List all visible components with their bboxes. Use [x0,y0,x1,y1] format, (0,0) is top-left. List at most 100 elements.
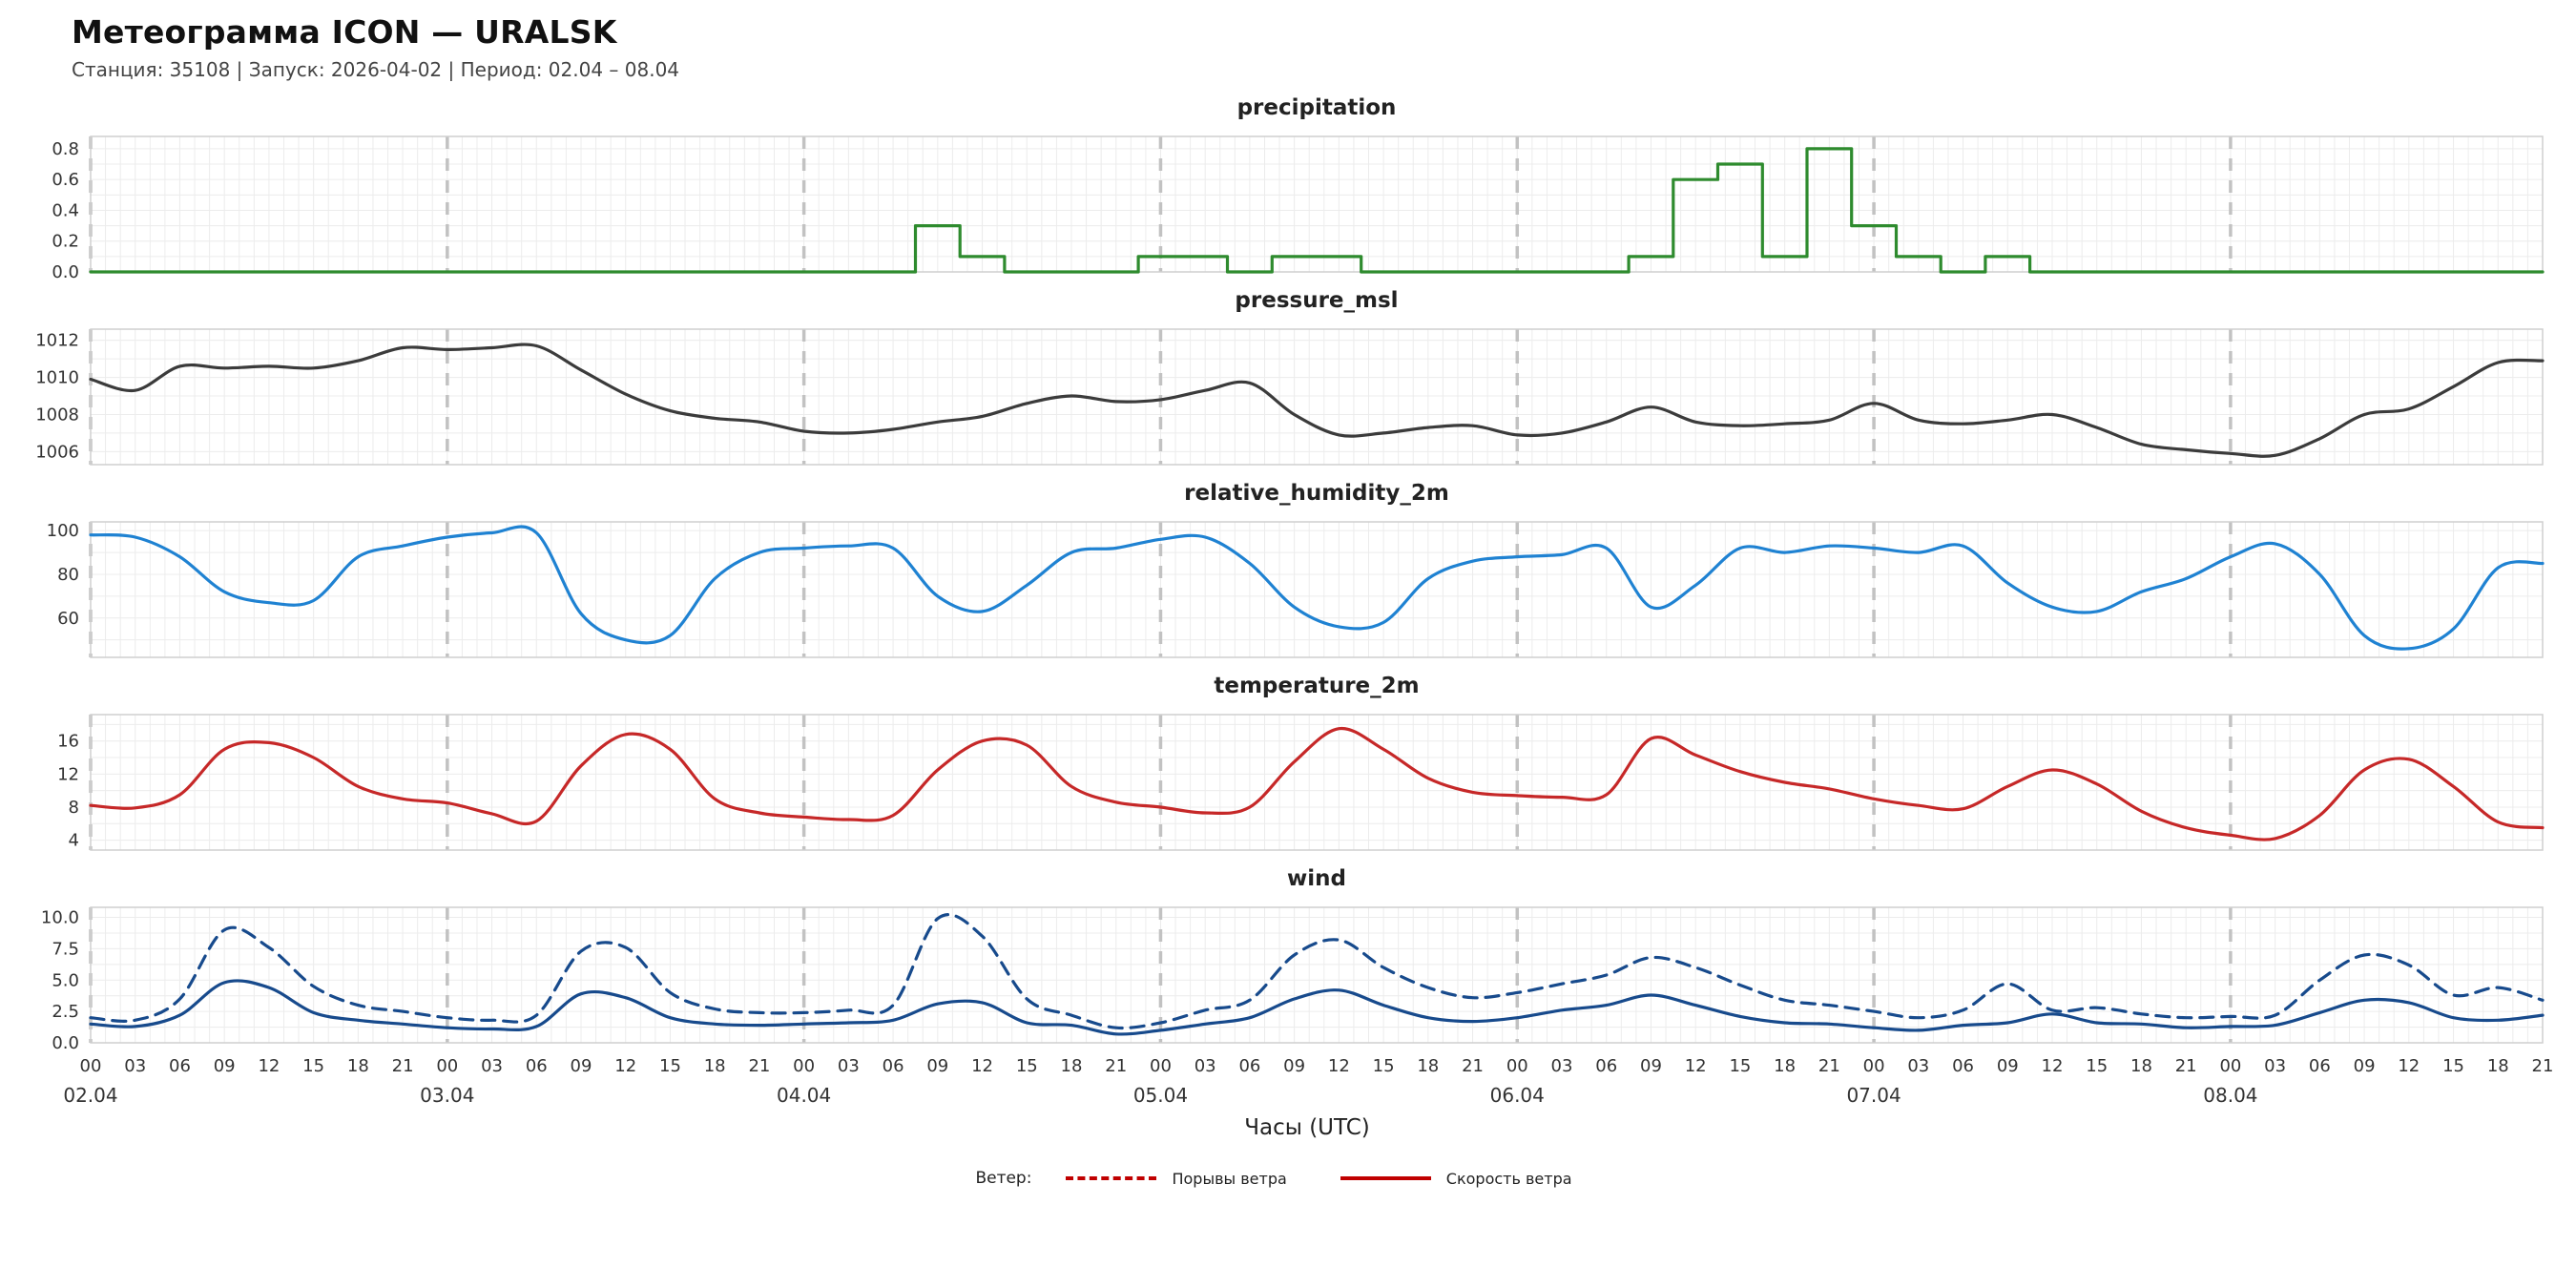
svg-text:18: 18 [704,1056,726,1076]
svg-text:03: 03 [1907,1056,1929,1076]
svg-text:03: 03 [481,1056,503,1076]
svg-text:8: 8 [69,798,79,818]
svg-text:4: 4 [69,831,79,851]
svg-text:12: 12 [1685,1056,1707,1076]
svg-text:21: 21 [1105,1056,1127,1076]
svg-text:00: 00 [80,1056,102,1076]
svg-text:08.04: 08.04 [2203,1084,2257,1107]
svg-text:21: 21 [1462,1056,1484,1076]
svg-text:21: 21 [1818,1056,1840,1076]
svg-text:1010: 1010 [35,368,79,388]
svg-text:15: 15 [1373,1056,1395,1076]
svg-text:18: 18 [1417,1056,1439,1076]
wind-chart: 0.0 2.5 5.0 7.5 10.0 00 03 06 09 12 15 18 21 00 03 06 09… [41,906,2554,1107]
svg-text:18: 18 [1774,1056,1796,1076]
svg-text:06: 06 [1238,1056,1260,1076]
svg-text:15: 15 [1016,1056,1038,1076]
solid-line-sample [1340,1176,1431,1180]
svg-text:18: 18 [2130,1056,2152,1076]
svg-text:09: 09 [926,1056,948,1076]
svg-text:09: 09 [2354,1056,2376,1076]
svg-text:09: 09 [214,1056,236,1076]
svg-text:00: 00 [1150,1056,1172,1076]
svg-text:21: 21 [392,1056,414,1076]
svg-text:80: 80 [57,565,79,585]
precipitation-chart: 0.0 0.2 0.4 0.6 0.8 [52,135,2545,280]
svg-text:06: 06 [883,1056,904,1076]
svg-text:09: 09 [571,1056,592,1076]
panel-title-relative-humidity-2m: relative_humidity_2m [1184,481,1449,506]
legend-item-speed: Скорость ветра [1340,1170,1572,1188]
svg-text:18: 18 [1061,1056,1083,1076]
page-subtitle: Станция: 35108 | Запуск: 2026-04-02 | Пе… [72,58,680,81]
svg-text:00: 00 [793,1056,815,1076]
legend-title: Ветер: [975,1169,1032,1188]
svg-text:15: 15 [2086,1056,2108,1076]
svg-text:03: 03 [2264,1056,2286,1076]
svg-text:06: 06 [1952,1056,1974,1076]
svg-text:15: 15 [1729,1056,1751,1076]
svg-text:06.04: 06.04 [1490,1084,1545,1107]
svg-text:21: 21 [2532,1056,2554,1076]
legend: Ветер: Порывы ветра Скорость ветра [19,1169,2557,1188]
panel-relative-humidity-2m: relative_humidity_2m 60 80 100 [19,472,2557,665]
svg-text:06: 06 [2309,1056,2331,1076]
legend-label-gusts: Порывы ветра [1172,1169,1287,1188]
legend-label-speed: Скорость ветра [1445,1169,1572,1188]
meteogram: precipitation 0.0 0.2 0.4 0.6 0.8 pressure_m… [19,87,2557,1188]
panel-pressure-msl: pressure_msl 1006 1008 1010 1012 [19,280,2557,472]
svg-text:00: 00 [1506,1056,1528,1076]
svg-text:10.0: 10.0 [41,908,79,928]
svg-text:21: 21 [748,1056,770,1076]
svg-text:12: 12 [1328,1056,1350,1076]
svg-text:00: 00 [436,1056,458,1076]
svg-text:0.6: 0.6 [52,170,79,190]
svg-text:03.04: 03.04 [420,1084,474,1107]
svg-text:06: 06 [169,1056,191,1076]
pressure-msl-chart: 1006 1008 1010 1012 [35,328,2545,466]
svg-text:06: 06 [1595,1056,1617,1076]
panel-title-precipitation: precipitation [1236,95,1397,120]
svg-text:16: 16 [57,732,79,752]
temperature-2m-chart: 4 8 12 16 [57,714,2545,851]
svg-text:0.8: 0.8 [52,139,79,159]
panel-title-temperature-2m: temperature_2m [1214,674,1420,698]
svg-text:0.4: 0.4 [52,200,79,220]
svg-text:21: 21 [2175,1056,2197,1076]
panel-precipitation: precipitation 0.0 0.2 0.4 0.6 0.8 [19,87,2557,280]
svg-text:09: 09 [1640,1056,1662,1076]
svg-text:15: 15 [2442,1056,2464,1076]
svg-text:07.04: 07.04 [1846,1084,1901,1107]
svg-text:18: 18 [347,1056,369,1076]
svg-text:15: 15 [659,1056,681,1076]
header: Метеограмма ICON — URALSK Станция: 35108… [72,13,2557,81]
xaxis-title: Часы (UTC) [1244,1115,1370,1140]
svg-text:03: 03 [838,1056,860,1076]
svg-text:09: 09 [1997,1056,2019,1076]
panel-temperature-2m: temperature_2m 4 8 12 16 [19,665,2557,858]
svg-text:60: 60 [57,609,79,629]
svg-text:18: 18 [2487,1056,2509,1076]
panel-title-wind: wind [1287,866,1346,891]
svg-text:12: 12 [258,1056,280,1076]
svg-text:12: 12 [614,1056,636,1076]
svg-text:0.0: 0.0 [52,1033,79,1053]
page-title: Метеограмма ICON — URALSK [72,13,617,51]
panel-wind: wind 0.0 2.5 5.0 7.5 10.0 00 03 06 09 12 15 18 21 00 0… [19,858,2557,1111]
svg-text:02.04: 02.04 [63,1084,117,1107]
svg-text:05.04: 05.04 [1133,1084,1188,1107]
svg-text:1008: 1008 [35,405,79,425]
panel-title-pressure-msl: pressure_msl [1235,288,1399,313]
svg-text:1006: 1006 [35,442,79,462]
svg-text:04.04: 04.04 [777,1084,831,1107]
svg-text:00: 00 [1863,1056,1885,1076]
svg-text:12: 12 [971,1056,993,1076]
dashed-line-sample [1066,1176,1157,1180]
svg-text:7.5: 7.5 [52,939,79,959]
svg-text:03: 03 [1551,1056,1573,1076]
svg-text:09: 09 [1283,1056,1305,1076]
svg-text:5.0: 5.0 [52,970,79,990]
legend-item-gusts: Порывы ветра [1066,1169,1287,1188]
svg-text:06: 06 [526,1056,548,1076]
svg-text:03: 03 [1195,1056,1216,1076]
